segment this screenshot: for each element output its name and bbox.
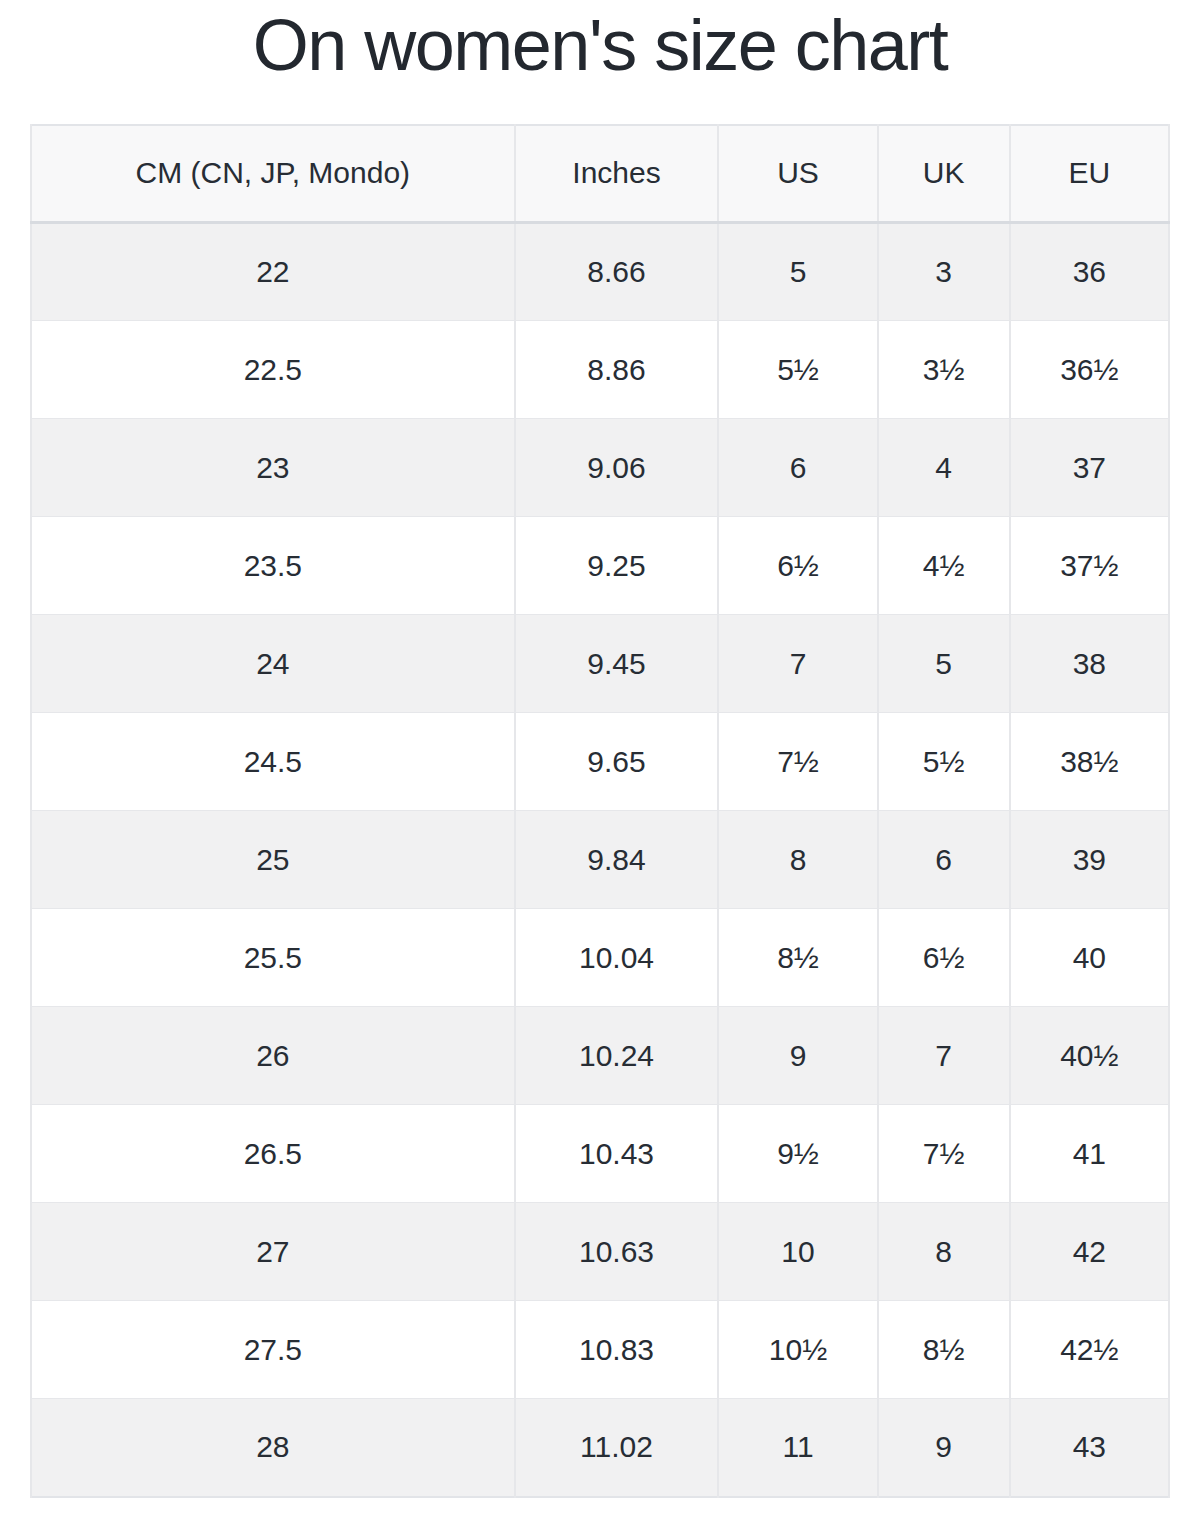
table-cell: 36½ [1010,321,1169,419]
table-cell: 10 [718,1203,877,1301]
table-body: 228.66533622.58.865½3½36½239.06643723.59… [31,223,1169,1497]
table-cell: 37 [1010,419,1169,517]
table-cell: 43 [1010,1399,1169,1497]
table-cell: 42½ [1010,1301,1169,1399]
table-cell: 4 [878,419,1010,517]
table-row: 2811.0211943 [31,1399,1169,1497]
table-cell: 9.45 [515,615,719,713]
table-cell: 9.84 [515,811,719,909]
table-cell: 3½ [878,321,1010,419]
table-cell: 40½ [1010,1007,1169,1105]
table-cell: 8½ [718,909,877,1007]
table-cell: 23 [31,419,515,517]
table-cell: 28 [31,1399,515,1497]
table-cell: 26 [31,1007,515,1105]
table-row: 259.848639 [31,811,1169,909]
table-cell: 6½ [718,517,877,615]
table-cell: 10.04 [515,909,719,1007]
table-cell: 5 [718,223,877,321]
column-header-3: UK [878,125,1010,223]
table-row: 24.59.657½5½38½ [31,713,1169,811]
table-cell: 3 [878,223,1010,321]
table-cell: 27.5 [31,1301,515,1399]
table-cell: 36 [1010,223,1169,321]
table-cell: 6½ [878,909,1010,1007]
table-cell: 22 [31,223,515,321]
column-header-2: US [718,125,877,223]
table-cell: 4½ [878,517,1010,615]
table-row: 26.510.439½7½41 [31,1105,1169,1203]
table-cell: 42 [1010,1203,1169,1301]
size-chart-container: CM (CN, JP, Mondo)InchesUSUKEU 228.66533… [30,124,1170,1498]
table-cell: 10.24 [515,1007,719,1105]
table-cell: 38 [1010,615,1169,713]
table-cell: 8½ [878,1301,1010,1399]
header-row: CM (CN, JP, Mondo)InchesUSUKEU [31,125,1169,223]
column-header-1: Inches [515,125,719,223]
table-cell: 39 [1010,811,1169,909]
table-row: 27.510.8310½8½42½ [31,1301,1169,1399]
table-cell: 5½ [718,321,877,419]
table-cell: 38½ [1010,713,1169,811]
table-row: 2710.6310842 [31,1203,1169,1301]
table-cell: 9 [878,1399,1010,1497]
table-cell: 6 [878,811,1010,909]
table-row: 228.665336 [31,223,1169,321]
table-cell: 11 [718,1399,877,1497]
column-header-0: CM (CN, JP, Mondo) [31,125,515,223]
table-cell: 7 [878,1007,1010,1105]
table-cell: 8 [718,811,877,909]
table-cell: 6 [718,419,877,517]
table-cell: 37½ [1010,517,1169,615]
size-chart-table: CM (CN, JP, Mondo)InchesUSUKEU 228.66533… [30,124,1170,1498]
table-cell: 5 [878,615,1010,713]
table-cell: 8.66 [515,223,719,321]
table-row: 2610.249740½ [31,1007,1169,1105]
table-cell: 22.5 [31,321,515,419]
table-cell: 25 [31,811,515,909]
table-cell: 23.5 [31,517,515,615]
table-row: 239.066437 [31,419,1169,517]
table-cell: 9.65 [515,713,719,811]
table-cell: 24.5 [31,713,515,811]
table-row: 22.58.865½3½36½ [31,321,1169,419]
table-cell: 26.5 [31,1105,515,1203]
table-cell: 7 [718,615,877,713]
table-cell: 9½ [718,1105,877,1203]
table-row: 25.510.048½6½40 [31,909,1169,1007]
table-cell: 27 [31,1203,515,1301]
table-cell: 7½ [878,1105,1010,1203]
table-row: 249.457538 [31,615,1169,713]
table-cell: 8 [878,1203,1010,1301]
table-cell: 11.02 [515,1399,719,1497]
table-cell: 25.5 [31,909,515,1007]
table-cell: 9.06 [515,419,719,517]
column-header-4: EU [1010,125,1169,223]
table-cell: 9 [718,1007,877,1105]
table-cell: 10.83 [515,1301,719,1399]
table-cell: 24 [31,615,515,713]
table-cell: 5½ [878,713,1010,811]
table-cell: 40 [1010,909,1169,1007]
table-cell: 10.63 [515,1203,719,1301]
table-row: 23.59.256½4½37½ [31,517,1169,615]
table-cell: 7½ [718,713,877,811]
table-cell: 41 [1010,1105,1169,1203]
page-title: On women's size chart [0,8,1200,84]
table-cell: 9.25 [515,517,719,615]
table-cell: 10½ [718,1301,877,1399]
table-cell: 10.43 [515,1105,719,1203]
table-cell: 8.86 [515,321,719,419]
